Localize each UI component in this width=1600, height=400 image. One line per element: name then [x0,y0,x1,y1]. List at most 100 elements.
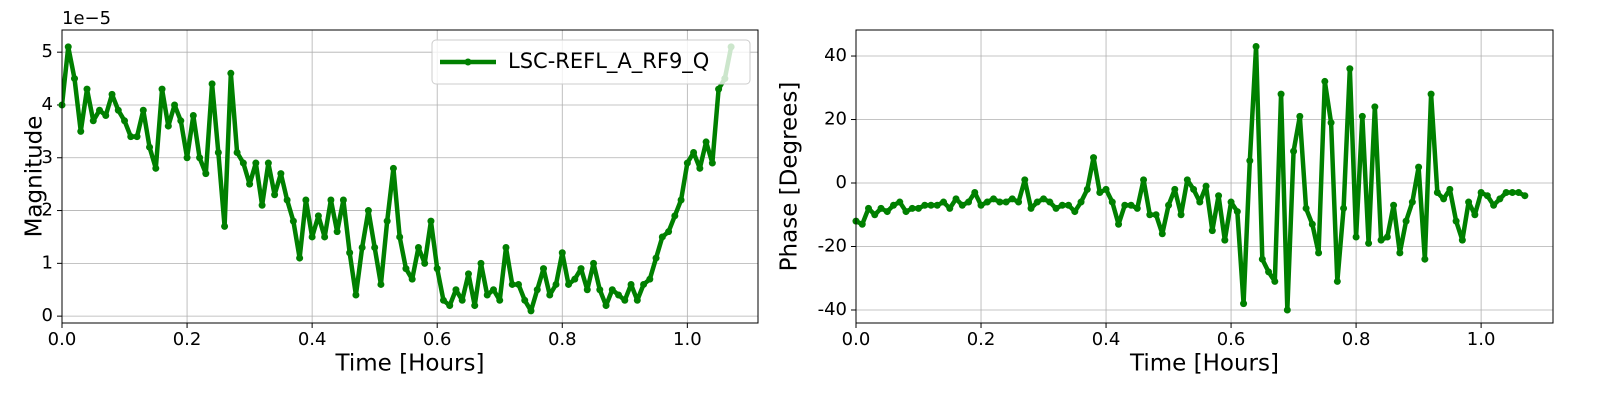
x-tick-label: 0.4 [1092,329,1121,350]
x-tick-label: 0.6 [423,329,452,350]
data-point [1208,227,1216,235]
y-tick-label: 5 [42,41,53,62]
data-point [1240,300,1248,308]
data-point [521,296,529,304]
data-point [327,196,335,204]
data-point [1108,198,1116,206]
data-point [1396,249,1404,257]
data-point [1090,154,1098,162]
x-tick-label: 0.2 [967,329,996,350]
data-point [715,85,723,93]
data-point [471,302,479,310]
data-point [208,80,216,88]
data-point [571,275,579,283]
data-point [596,286,604,294]
data-point [1433,189,1441,197]
data-point [677,196,685,204]
data-point [433,265,441,273]
data-point [1283,306,1291,314]
data-point [1333,277,1341,285]
x-tick-label: 1.0 [1467,329,1496,350]
data-point [1277,90,1285,98]
data-point [858,220,866,228]
data-point [189,112,197,120]
data-point [83,85,91,93]
data-point [477,259,485,267]
data-point [1290,147,1298,155]
data-point [1058,201,1066,209]
data-point [658,233,666,241]
x-tick-label: 1.0 [673,329,702,350]
data-point [377,280,385,288]
data-point [1121,201,1129,209]
y-tick-label: -40 [818,299,847,320]
data-point [1171,185,1179,193]
data-point [421,259,429,267]
data-point [389,164,397,172]
data-point [696,164,704,172]
data-point [927,201,935,209]
data-point [621,296,629,304]
data-point [921,201,929,209]
data-point [877,204,885,212]
data-point [1415,163,1423,171]
data-point [164,122,172,130]
data-point [690,148,698,156]
data-point [1015,198,1023,206]
data-point [977,201,985,209]
x-tick-label: 0.0 [48,329,77,350]
data-point [565,280,573,288]
y-tick-label: 4 [42,94,53,115]
data-point [283,196,291,204]
data-point [339,196,347,204]
data-point [1352,233,1360,241]
data-point [683,159,691,167]
data-point [602,302,610,310]
data-point [1446,185,1454,193]
data-point [346,249,354,257]
data-point [1346,65,1354,73]
data-point [908,204,916,212]
data-point [1215,192,1223,200]
data-point [1390,201,1398,209]
data-point [446,302,454,310]
data-point [1315,249,1323,257]
data-point [890,201,898,209]
data-point [1508,189,1516,197]
plot-frame [61,29,759,324]
legend-label: LSC-REFL_A_RF9_Q [508,49,709,74]
data-point [540,265,548,273]
data-point [1127,201,1135,209]
data-point [1452,217,1460,225]
y-tick-label: -20 [818,235,847,256]
data-point [214,148,222,156]
data-point [1033,198,1041,206]
x-axis-label: Time [Hours] [1129,351,1279,377]
data-point [652,254,660,262]
data-point [246,180,254,188]
data-point [1140,176,1148,184]
data-point [865,204,873,212]
data-point [1465,198,1473,206]
data-point [452,286,460,294]
data-point [233,148,241,156]
data-point [1490,201,1498,209]
data-point [158,85,166,93]
data-point [552,280,560,288]
data-point [883,208,891,216]
data-point [89,117,97,125]
data-point [1458,236,1466,244]
data-point [1133,204,1141,212]
data-point [227,69,235,77]
data-point [1177,211,1185,219]
data-point [1083,185,1091,193]
data-point [458,296,466,304]
data-point [1477,189,1485,197]
data-point [1471,211,1479,219]
data-point [358,244,366,252]
data-point [983,198,991,206]
data-point [302,196,310,204]
data-point [996,198,1004,206]
data-point [371,244,379,252]
legend-marker [464,58,472,66]
